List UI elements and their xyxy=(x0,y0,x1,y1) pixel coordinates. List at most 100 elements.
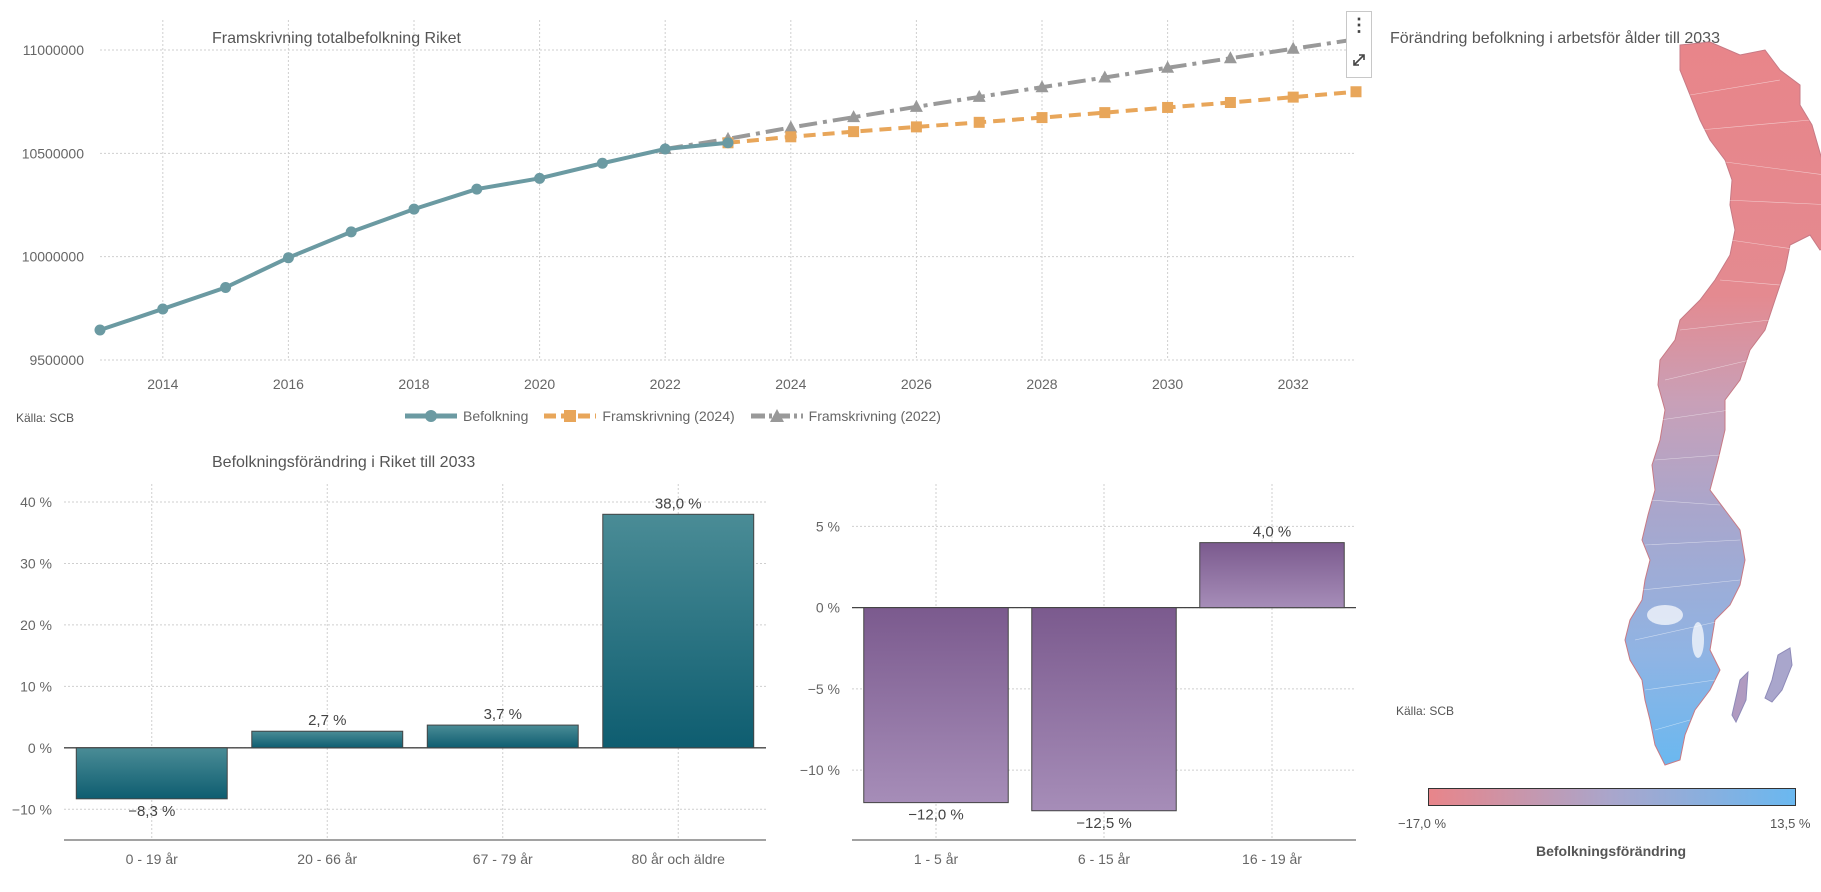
bar xyxy=(1031,607,1177,812)
map-source: Källa: SCB xyxy=(1396,704,1455,718)
age-bar-panel: 40 % 30 % 20 % 10 % 0 % −10 % −8,3 % 0 - 19 år 2… xyxy=(0,440,790,892)
bar-value-label: 3,7 % xyxy=(484,706,522,723)
map-colorbar xyxy=(1428,788,1796,806)
more-options-icon[interactable]: ⋮ xyxy=(1350,15,1368,35)
bar xyxy=(251,730,404,749)
y-tick-label: 10500000 xyxy=(22,145,85,161)
data-point xyxy=(1099,107,1111,119)
data-point xyxy=(534,172,546,184)
data-point xyxy=(282,252,294,264)
data-point xyxy=(847,110,861,123)
data-point xyxy=(785,131,797,143)
legend-swatch-befolkning xyxy=(405,410,457,422)
data-point xyxy=(973,116,985,128)
x-tick-label: 80 år och äldre xyxy=(632,851,726,867)
y-tick-label: 0 % xyxy=(816,600,840,616)
map-title: Förändring befolkning i arbetsför ålder … xyxy=(1390,30,1720,47)
data-point xyxy=(1162,101,1174,113)
x-tick-label: 1 - 5 år xyxy=(914,851,959,867)
region-borders xyxy=(1634,79,1821,731)
y-tick-label: −10 % xyxy=(12,801,52,817)
data-point xyxy=(1287,91,1299,103)
x-tick-label: 16 - 19 år xyxy=(1242,851,1302,867)
vanern-lake xyxy=(1647,605,1683,625)
y-tick-label: −5 % xyxy=(808,681,840,697)
sweden-choropleth-map[interactable] xyxy=(1380,0,1821,892)
data-point xyxy=(784,120,798,133)
x-tick-label: 2024 xyxy=(775,376,806,392)
line-chart-title: Framskrivning totalbefolkning Riket xyxy=(212,30,461,47)
data-point xyxy=(910,121,922,133)
x-tick-label: 20 - 66 år xyxy=(297,851,357,867)
legend-item-framskrivning-2024[interactable]: Framskrivning (2024) xyxy=(544,408,735,424)
age-bar-chart: 40 % 30 % 20 % 10 % 0 % −10 % −8,3 % 0 - 19 år 2… xyxy=(12,484,766,867)
line-chart-legend: Befolkning Framskrivning (2024) Framskri… xyxy=(405,408,941,424)
data-point xyxy=(1036,112,1048,124)
y-tick-label: 0 % xyxy=(28,740,52,756)
bar-value-label: 38,0 % xyxy=(655,495,702,512)
young-bar-chart: 5 % 0 % −5 % −10 % −12,0 % 1 - 5 år −12,5 % 6 -… xyxy=(800,484,1356,867)
data-point xyxy=(1035,80,1049,93)
bar-value-label: 4,0 % xyxy=(1253,524,1291,541)
bar-value-label: 2,7 % xyxy=(308,712,346,729)
x-tick-label: 2022 xyxy=(650,376,681,392)
data-point xyxy=(471,183,483,195)
data-point xyxy=(659,143,671,155)
bar xyxy=(863,607,1009,804)
y-tick-label: 9500000 xyxy=(29,352,84,368)
data-point xyxy=(1224,96,1236,108)
bar xyxy=(75,747,228,800)
bar xyxy=(426,724,579,749)
data-point xyxy=(1161,60,1175,73)
expand-icon[interactable] xyxy=(1351,52,1367,68)
data-point xyxy=(220,281,232,293)
vattern-lake xyxy=(1692,622,1704,658)
y-tick-label: 40 % xyxy=(20,494,52,510)
data-point xyxy=(1223,51,1237,64)
bar-value-label: −12,5 % xyxy=(1076,815,1131,832)
x-tick-label: 2020 xyxy=(524,376,555,392)
data-point xyxy=(157,303,169,315)
data-point xyxy=(848,126,860,138)
line-chart: 9500000 10000000 10500000 11000000 2014 2016 2… xyxy=(22,20,1363,392)
colorbar-max-label: 13,5 % xyxy=(1770,816,1811,831)
map-panel: Förändring befolkning i arbetsför ålder … xyxy=(1380,0,1821,892)
oland-island xyxy=(1731,670,1749,724)
data-point xyxy=(408,203,420,215)
colorbar-title: Befolkningsförändring xyxy=(1536,843,1687,859)
legend-label-framskrivning-2022: Framskrivning (2022) xyxy=(808,408,941,424)
x-tick-label: 2026 xyxy=(901,376,932,392)
legend-item-framskrivning-2022[interactable]: Framskrivning (2022) xyxy=(750,408,941,424)
x-tick-label: 2028 xyxy=(1026,376,1057,392)
data-point xyxy=(909,99,923,112)
y-tick-label: 11000000 xyxy=(23,42,84,58)
y-tick-label: 30 % xyxy=(20,555,52,571)
chart-menu-box: ⋮ xyxy=(1346,11,1372,78)
age-bar-title: Befolkningsförändring i Riket till 2033 xyxy=(212,454,476,471)
legend-swatch-framskrivning-2024 xyxy=(544,410,597,422)
legend-item-befolkning[interactable]: Befolkning xyxy=(405,408,528,424)
x-tick-label: 2030 xyxy=(1152,376,1183,392)
legend-swatch-framskrivning-2022 xyxy=(750,409,803,422)
legend-label-framskrivning-2024: Framskrivning (2024) xyxy=(602,408,735,424)
data-point xyxy=(596,157,608,169)
data-point xyxy=(1350,86,1362,98)
colorbar-min-label: −17,0 % xyxy=(1398,816,1447,831)
data-point xyxy=(1286,41,1300,54)
y-tick-label: 20 % xyxy=(20,617,52,633)
x-tick-label: 2032 xyxy=(1278,376,1309,392)
young-bar-panel: 5 % 0 % −5 % −10 % −12,0 % 1 - 5 år −12,5 % 6 -… xyxy=(790,440,1380,892)
data-point xyxy=(94,324,106,336)
legend-label-befolkning: Befolkning xyxy=(463,408,529,424)
y-tick-label: 5 % xyxy=(816,518,840,534)
y-tick-label: 10000000 xyxy=(22,249,85,265)
x-tick-label: 2018 xyxy=(398,376,429,392)
data-point xyxy=(972,89,986,102)
x-tick-label: 6 - 15 år xyxy=(1078,851,1130,867)
bar xyxy=(1199,542,1345,609)
x-tick-label: 0 - 19 år xyxy=(126,851,178,867)
gotland-island xyxy=(1764,647,1793,703)
x-tick-label: 2014 xyxy=(147,376,178,392)
y-tick-label: 10 % xyxy=(20,678,52,694)
bar-value-label: −12,0 % xyxy=(908,807,963,824)
